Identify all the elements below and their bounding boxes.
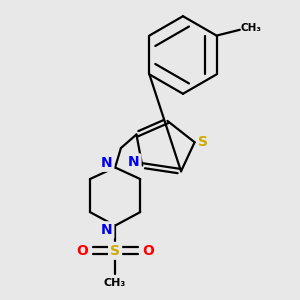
Text: O: O	[142, 244, 154, 258]
Text: N: N	[101, 223, 112, 237]
Text: O: O	[76, 244, 88, 258]
Text: CH₃: CH₃	[240, 23, 261, 33]
Text: CH₃: CH₃	[104, 278, 126, 288]
Text: N: N	[101, 156, 112, 170]
Text: S: S	[110, 244, 120, 258]
Text: N: N	[128, 155, 140, 170]
Text: S: S	[198, 135, 208, 149]
